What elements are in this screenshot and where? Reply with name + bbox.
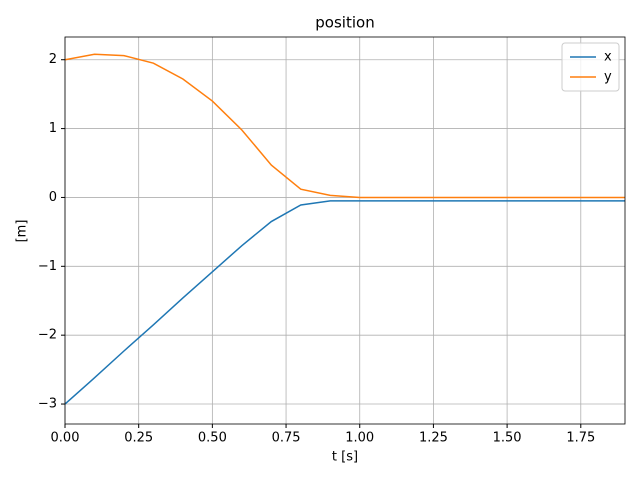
legend-box	[561, 42, 620, 92]
x-tick-label: 1.00	[345, 431, 374, 446]
y-tick-label: 0	[49, 190, 57, 205]
axes-frame	[64, 36, 626, 425]
legend-label: y	[604, 70, 612, 85]
line-series	[65, 53, 625, 199]
x-tick-label: 0.00	[51, 431, 80, 446]
chart-title: position	[315, 14, 374, 32]
y-tick-label: −2	[38, 328, 57, 343]
x-axis-label: t [s]	[332, 450, 358, 465]
y-axis-label: [m]	[15, 220, 30, 243]
x-tick-label: 1.75	[566, 431, 595, 446]
y-tick-label: −1	[38, 259, 57, 274]
line-series	[65, 200, 625, 405]
legend-label: x	[604, 50, 612, 65]
x-tick-label: 0.25	[124, 431, 153, 446]
x-tick-label: 1.50	[493, 431, 522, 446]
y-tick-label: 2	[49, 52, 57, 67]
y-tick-label: −3	[38, 397, 57, 412]
x-tick-label: 0.50	[198, 431, 227, 446]
plot-area	[65, 53, 625, 405]
x-tick-label: 1.25	[419, 431, 448, 446]
x-tick-label: 0.75	[272, 431, 301, 446]
y-tick-label: 1	[49, 121, 57, 136]
